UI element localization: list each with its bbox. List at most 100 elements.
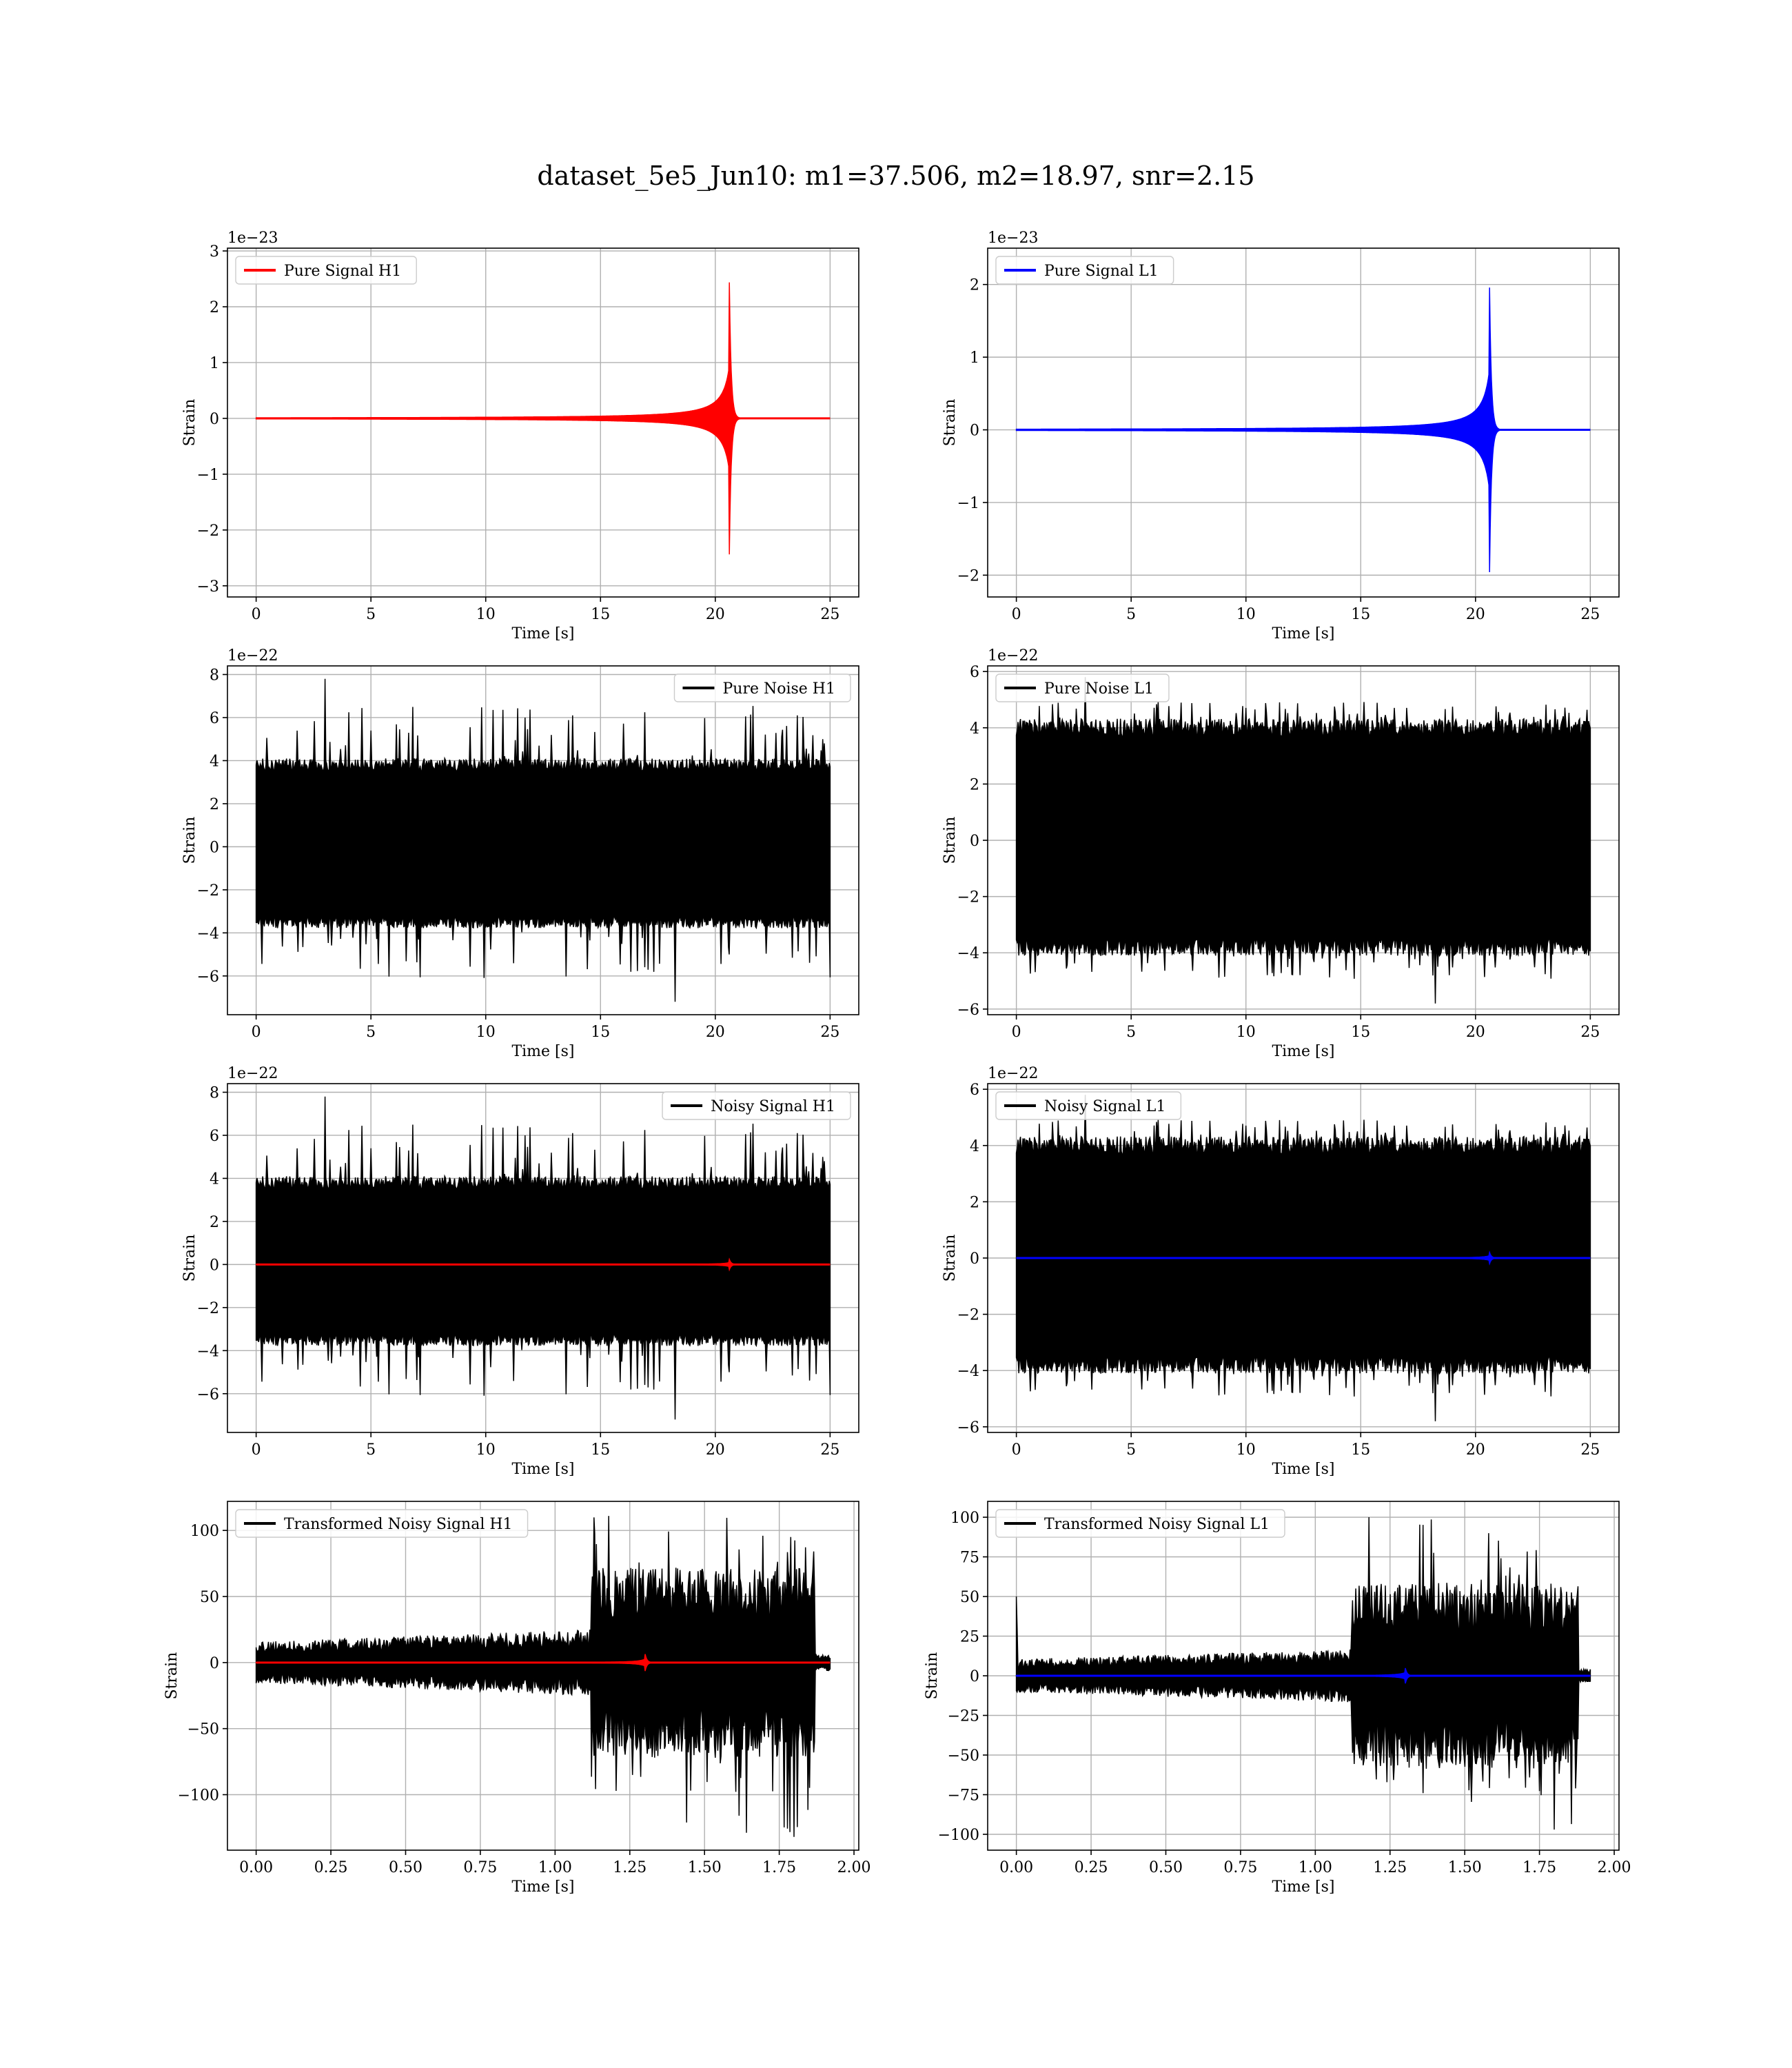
x-tick-label: 2.00 xyxy=(1598,1859,1631,1876)
x-tick-label: 5 xyxy=(366,1024,376,1041)
x-tick-label: 15 xyxy=(1351,1024,1370,1041)
y-tick-label: 8 xyxy=(210,1084,219,1102)
y-tick-label: 0 xyxy=(970,1250,979,1268)
x-tick-label: 10 xyxy=(476,1024,496,1041)
subplot-transformed-noisy-signal-h1: 0.00 0.25 0.50 0.75 1.00 1.25 1.50 1.75 2.00 −100… xyxy=(163,1501,871,1896)
y-tick-label: −1 xyxy=(197,467,219,484)
y-tick-label: −75 xyxy=(948,1787,979,1805)
subplot-noisy-signal-l1: 0 5 10 15 20 25 −6 −4 −2 0 2 4 6 Time [s] Strain 1e−22 N… xyxy=(941,1065,1620,1478)
plot-area xyxy=(1015,1095,1591,1421)
y-tick-label: 1 xyxy=(970,349,979,367)
x-tick-label: 0 xyxy=(252,1441,261,1459)
legend: Noisy Signal H1 xyxy=(662,1091,851,1120)
y-tick-label: −2 xyxy=(957,1307,979,1324)
y-tick-label: −6 xyxy=(957,1002,979,1019)
x-tick-label: 10 xyxy=(1236,1441,1256,1459)
legend: Pure Noise L1 xyxy=(995,673,1170,702)
x-tick-label: 0.25 xyxy=(1075,1859,1108,1876)
x-tick-label: 15 xyxy=(1351,1441,1370,1459)
x-tick-label: 15 xyxy=(591,606,610,623)
y-tick-label: 25 xyxy=(960,1629,979,1646)
x-axis-label: Time [s] xyxy=(1272,1461,1334,1478)
x-tick-label: 0.50 xyxy=(1149,1859,1183,1876)
x-axis-label: Time [s] xyxy=(511,625,574,642)
y-tick-label: 0 xyxy=(210,411,219,428)
legend-box xyxy=(995,256,1174,285)
figure-title: dataset_5e5_Jun10: m1=37.506, m2=18.97, … xyxy=(537,161,1254,192)
y-tick-label: 6 xyxy=(210,710,219,727)
y-tick-label: −2 xyxy=(957,889,979,906)
legend-label: Pure Signal H1 xyxy=(284,263,401,280)
y-tick-label: 6 xyxy=(970,1082,979,1099)
x-tick-label: 25 xyxy=(820,1024,839,1041)
y-tick-label: 1 xyxy=(210,355,219,372)
y-tick-label: 3 xyxy=(210,243,219,261)
plot-area xyxy=(255,1516,831,1837)
x-tick-label: 5 xyxy=(1126,1024,1136,1041)
x-tick-label: 1.00 xyxy=(538,1859,572,1876)
series-transformed-noisy-signal-h1 xyxy=(255,1516,831,1837)
plot-area xyxy=(1015,1517,1591,1830)
legend: Noisy Signal L1 xyxy=(995,1091,1182,1120)
y-tick-label: −50 xyxy=(187,1721,219,1738)
plot-area xyxy=(255,678,831,1002)
x-tick-label: 10 xyxy=(476,1441,496,1459)
subplot-transformed-noisy-signal-l1: 0.00 0.25 0.50 0.75 1.00 1.25 1.50 1.75 2.00 −100… xyxy=(924,1501,1631,1896)
subplot-pure-noise-h1: 0 5 10 15 20 25 −6 −4 −2 0 2 4 6 8 Time [s] Strain 1e−22… xyxy=(181,647,859,1060)
x-tick-label: 5 xyxy=(366,1441,376,1459)
x-tick-label: 1.50 xyxy=(688,1859,722,1876)
y-offset-text: 1e−23 xyxy=(227,230,278,247)
y-tick-label: −25 xyxy=(948,1708,979,1725)
y-tick-label: −6 xyxy=(957,1419,979,1437)
x-tick-label: 0 xyxy=(252,1024,261,1041)
y-tick-label: −2 xyxy=(197,1300,219,1317)
y-offset-text: 1e−22 xyxy=(988,1065,1038,1082)
x-tick-label: 1.25 xyxy=(613,1859,646,1876)
y-tick-label: −100 xyxy=(178,1787,219,1805)
x-tick-label: 25 xyxy=(1580,606,1600,623)
subplot-pure-noise-l1: 0 5 10 15 20 25 −6 −4 −2 0 2 4 6 Time [s] Strain 1e−22 P… xyxy=(941,647,1620,1060)
y-tick-label: 2 xyxy=(210,796,219,813)
legend-box xyxy=(673,673,851,702)
y-tick-label: −2 xyxy=(957,567,979,585)
y-axis-label: Strain xyxy=(941,399,959,447)
y-tick-label: −4 xyxy=(197,925,219,942)
axes-frame xyxy=(227,1501,859,1851)
y-tick-label: 4 xyxy=(210,1170,219,1188)
legend-box xyxy=(235,1509,529,1538)
series-pure-noise-h1 xyxy=(255,678,831,1002)
y-axis-label: Strain xyxy=(941,817,959,864)
x-axis-label: Time [s] xyxy=(1272,1878,1334,1896)
legend-box xyxy=(235,256,417,285)
x-tick-label: 10 xyxy=(1236,606,1256,623)
y-offset-text: 1e−22 xyxy=(227,647,278,665)
x-axis-label: Time [s] xyxy=(511,1878,574,1896)
y-tick-label: 100 xyxy=(950,1510,979,1527)
x-tick-label: 25 xyxy=(820,1441,839,1459)
x-tick-label: 20 xyxy=(706,606,725,623)
y-tick-label: −100 xyxy=(938,1827,979,1844)
y-tick-label: 0 xyxy=(970,423,979,440)
y-tick-label: 50 xyxy=(200,1589,219,1606)
x-tick-label: 20 xyxy=(706,1441,725,1459)
y-tick-label: −50 xyxy=(948,1747,979,1765)
y-axis-label: Strain xyxy=(181,1235,198,1282)
y-tick-label: 2 xyxy=(970,1194,979,1211)
y-axis-label: Strain xyxy=(941,1235,959,1282)
x-tick-label: 15 xyxy=(1351,606,1370,623)
series-noisy-signal-h1 xyxy=(255,1096,831,1420)
x-axis-label: Time [s] xyxy=(1272,1043,1334,1060)
grid-lines xyxy=(988,248,1619,597)
legend-label: Pure Signal L1 xyxy=(1044,263,1159,280)
x-tick-label: 2.00 xyxy=(837,1859,871,1876)
legend: Transformed Noisy Signal L1 xyxy=(995,1509,1285,1538)
x-tick-label: 1.75 xyxy=(762,1859,796,1876)
y-tick-label: 2 xyxy=(970,776,979,793)
x-tick-label: 0.75 xyxy=(463,1859,497,1876)
x-tick-label: 0 xyxy=(1012,606,1021,623)
y-tick-label: −2 xyxy=(197,523,219,540)
y-tick-label: 0 xyxy=(210,839,219,856)
x-tick-label: 0.00 xyxy=(999,1859,1033,1876)
x-tick-label: 20 xyxy=(1466,1024,1485,1041)
grid-lines xyxy=(227,248,859,597)
